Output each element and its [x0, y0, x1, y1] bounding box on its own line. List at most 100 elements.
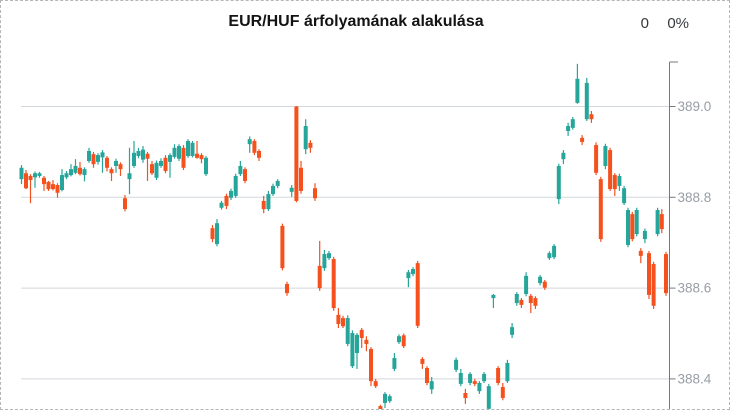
candle-body — [154, 162, 159, 178]
candle — [598, 176, 603, 242]
candle — [482, 372, 487, 383]
candle — [570, 116, 575, 130]
candle — [186, 139, 190, 158]
candle — [369, 347, 373, 387]
candle-body — [299, 167, 303, 191]
candle-body — [505, 363, 510, 382]
candle — [266, 190, 271, 211]
candle — [96, 153, 100, 165]
candle-body — [373, 381, 378, 387]
candle-body — [243, 169, 247, 181]
candle-body — [341, 318, 345, 327]
candle — [510, 323, 515, 339]
candle-body — [60, 175, 64, 191]
candle-body — [289, 187, 294, 192]
candle — [285, 281, 289, 296]
candle-body — [285, 284, 289, 294]
candle — [37, 171, 42, 178]
candle — [429, 377, 434, 394]
candle — [229, 188, 233, 201]
candle-body — [141, 149, 145, 160]
y-axis-label: 389.0 — [678, 99, 712, 114]
candle — [425, 366, 429, 386]
candle-body — [190, 142, 195, 156]
candle — [612, 173, 617, 196]
candle-body — [575, 78, 580, 103]
candle-body — [634, 210, 639, 235]
candle-body — [199, 155, 204, 160]
candle-body — [172, 147, 177, 157]
candle — [91, 151, 96, 168]
grid-layer — [21, 106, 670, 380]
candle — [642, 228, 647, 244]
candle-body — [19, 167, 24, 180]
candle — [55, 183, 60, 198]
candle-body — [580, 137, 585, 142]
candle-body — [96, 155, 100, 162]
candle — [608, 147, 613, 191]
candle-body — [406, 272, 411, 279]
candle-body — [401, 335, 406, 347]
candle — [542, 279, 547, 290]
candle-body — [369, 348, 373, 382]
candle — [177, 144, 181, 161]
candle-body — [598, 179, 603, 240]
candle-body — [425, 368, 429, 383]
candle-body — [266, 194, 271, 210]
candle-body — [280, 225, 285, 269]
candle — [359, 328, 364, 349]
candle — [154, 160, 159, 181]
candle — [243, 167, 247, 184]
candle-body — [491, 294, 496, 299]
candles-layer — [19, 63, 668, 409]
candle-body — [566, 126, 571, 132]
candle — [415, 260, 420, 329]
candle — [60, 169, 64, 192]
candle — [73, 159, 78, 175]
candle-body — [28, 175, 33, 181]
candle — [655, 207, 660, 237]
candle-body — [415, 263, 420, 326]
candle — [491, 294, 496, 309]
candle-body — [533, 298, 538, 306]
candle — [109, 167, 114, 181]
candle-body — [397, 336, 401, 343]
candle-body — [411, 269, 415, 275]
candle-body — [547, 253, 552, 259]
candle-body — [271, 185, 275, 195]
candle-body — [123, 198, 127, 210]
candle-body — [46, 181, 51, 190]
candle-body — [496, 368, 501, 383]
candle — [524, 272, 529, 297]
candle-body — [355, 334, 359, 354]
candle — [271, 183, 275, 196]
candle — [659, 209, 664, 234]
candle-body — [350, 333, 355, 367]
candle — [28, 174, 33, 204]
candle-body — [603, 145, 608, 166]
candle-body — [468, 373, 473, 383]
candle — [42, 175, 46, 191]
candle-body — [383, 393, 387, 403]
candle-body — [114, 160, 118, 166]
candle-body — [519, 299, 524, 305]
candle — [486, 383, 491, 409]
candle — [622, 185, 627, 206]
candle — [280, 223, 285, 271]
candle — [630, 211, 635, 242]
candle — [533, 296, 538, 309]
candle — [575, 63, 580, 104]
candle-body — [622, 188, 627, 204]
candle-body — [224, 195, 229, 206]
candle — [136, 147, 141, 159]
candle — [454, 357, 459, 373]
candle-body — [163, 157, 168, 171]
candle-body — [24, 173, 28, 189]
candle-body — [73, 165, 78, 173]
candle — [46, 180, 51, 191]
candle — [472, 378, 477, 387]
candle — [294, 106, 299, 203]
y-axis-labels: 389.0 388.8 388.6 388.4 — [678, 99, 712, 386]
candle-body — [659, 214, 664, 230]
